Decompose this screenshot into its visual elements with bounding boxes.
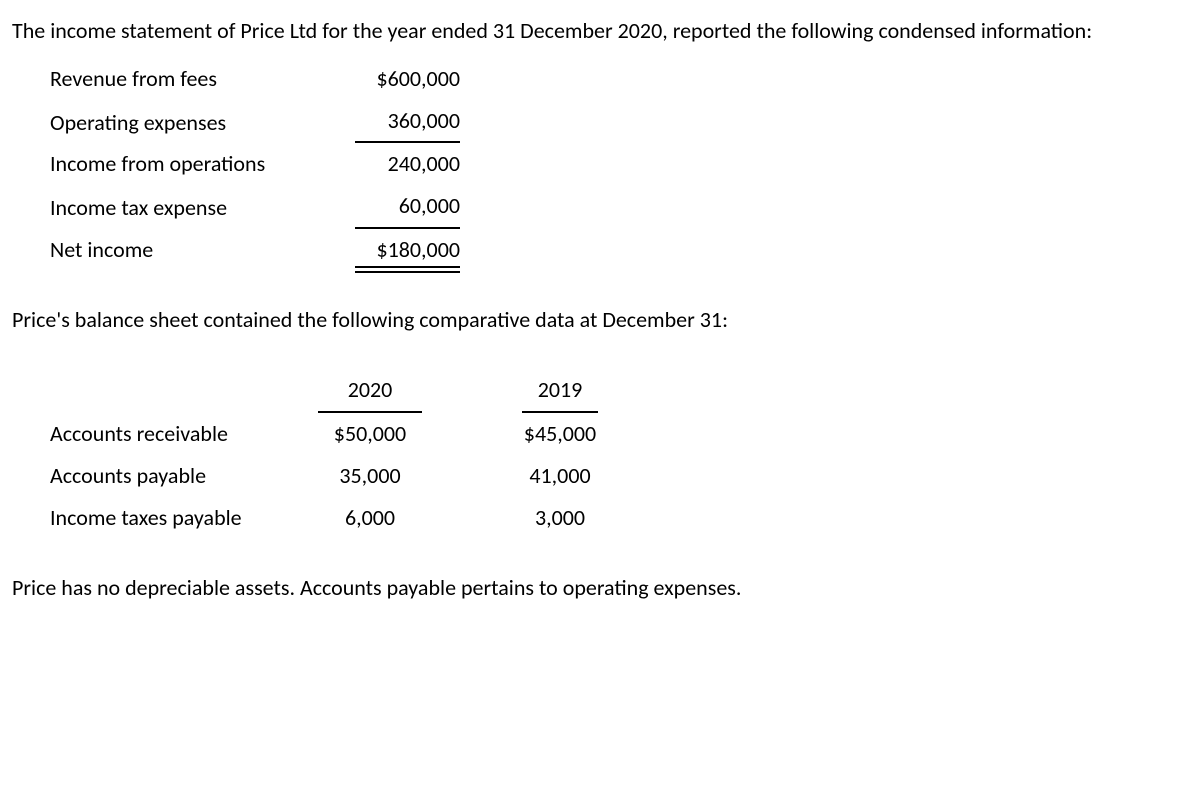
balance-row: Income taxes payable 6,000 3,000	[50, 497, 625, 539]
income-value: 60,000	[355, 185, 460, 229]
balance-cell-2019: $45,000	[495, 413, 625, 455]
income-value: $600,000	[376, 65, 460, 92]
income-row: Income from operations 240,000	[50, 143, 460, 185]
income-label: Income from operations	[50, 143, 330, 185]
balance-intro-text: Price's balance sheet contained the foll…	[12, 299, 1170, 341]
balance-cell-2020: 6,000	[305, 497, 435, 539]
balance-row: Accounts payable 35,000 41,000	[50, 455, 625, 497]
income-label: Income tax expense	[50, 185, 330, 229]
income-row: Revenue from fees $600,000	[50, 58, 460, 100]
balance-header-2020: 2020	[318, 369, 423, 414]
income-row: Net income $180,000	[50, 229, 460, 271]
balance-cell-2020: $50,000	[305, 413, 435, 455]
income-row: Operating expenses 360,000	[50, 100, 460, 144]
income-label: Net income	[50, 229, 330, 271]
balance-cell-2019: 3,000	[495, 497, 625, 539]
income-label: Revenue from fees	[50, 58, 330, 100]
balance-header-2019: 2019	[522, 369, 599, 414]
income-value: $180,000	[355, 229, 460, 271]
balance-cell-2020: 35,000	[305, 455, 435, 497]
footnote-text: Price has no depreciable assets. Account…	[12, 567, 1170, 609]
income-row: Income tax expense 60,000	[50, 185, 460, 229]
income-value: 360,000	[355, 100, 460, 144]
balance-header-row: 2020 2019	[50, 369, 625, 414]
balance-row: Accounts receivable $50,000 $45,000	[50, 413, 625, 455]
intro-text: The income statement of Price Ltd for th…	[12, 10, 1170, 52]
balance-label: Income taxes payable	[50, 497, 305, 539]
balance-cell-2019: 41,000	[495, 455, 625, 497]
balance-sheet-table: 2020 2019 Accounts receivable $50,000 $4…	[50, 369, 625, 539]
income-value: 240,000	[388, 150, 460, 177]
balance-label: Accounts receivable	[50, 413, 305, 455]
balance-label: Accounts payable	[50, 455, 305, 497]
income-statement-table: Revenue from fees $600,000 Operating exp…	[50, 58, 460, 271]
income-label: Operating expenses	[50, 100, 330, 144]
